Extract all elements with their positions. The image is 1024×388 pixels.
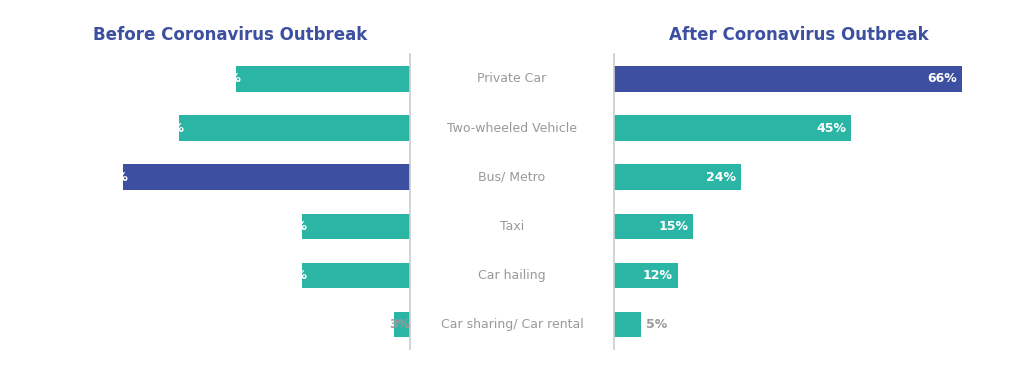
Text: 12%: 12% <box>642 269 673 282</box>
Text: 21%: 21% <box>278 220 307 233</box>
Title: Before Coronavirus Outbreak: Before Coronavirus Outbreak <box>93 26 368 45</box>
Bar <box>302 213 410 239</box>
Text: 45%: 45% <box>155 121 184 135</box>
Text: 15%: 15% <box>658 220 688 233</box>
Text: 3%: 3% <box>389 318 411 331</box>
Bar <box>394 312 410 338</box>
Bar <box>123 165 410 190</box>
Text: 24%: 24% <box>706 171 735 184</box>
Text: Car sharing/ Car rental: Car sharing/ Car rental <box>440 318 584 331</box>
Text: 66%: 66% <box>927 73 956 85</box>
Title: After Coronavirus Outbreak: After Coronavirus Outbreak <box>669 26 929 45</box>
Text: 56%: 56% <box>98 171 128 184</box>
Text: 34%: 34% <box>211 73 241 85</box>
Text: 5%: 5% <box>646 318 668 331</box>
Text: Car hailing: Car hailing <box>478 269 546 282</box>
Bar <box>302 263 410 288</box>
Bar <box>614 115 851 141</box>
Text: Two-wheeled Vehicle: Two-wheeled Vehicle <box>447 121 577 135</box>
Bar <box>614 213 693 239</box>
Text: Private Car: Private Car <box>477 73 547 85</box>
Bar <box>236 66 410 92</box>
Text: Taxi: Taxi <box>500 220 524 233</box>
Bar <box>179 115 410 141</box>
Bar <box>614 66 962 92</box>
Text: 45%: 45% <box>816 121 846 135</box>
Bar <box>614 263 678 288</box>
Bar <box>614 312 641 338</box>
Bar <box>614 165 740 190</box>
Text: 21%: 21% <box>278 269 307 282</box>
Text: Bus/ Metro: Bus/ Metro <box>478 171 546 184</box>
